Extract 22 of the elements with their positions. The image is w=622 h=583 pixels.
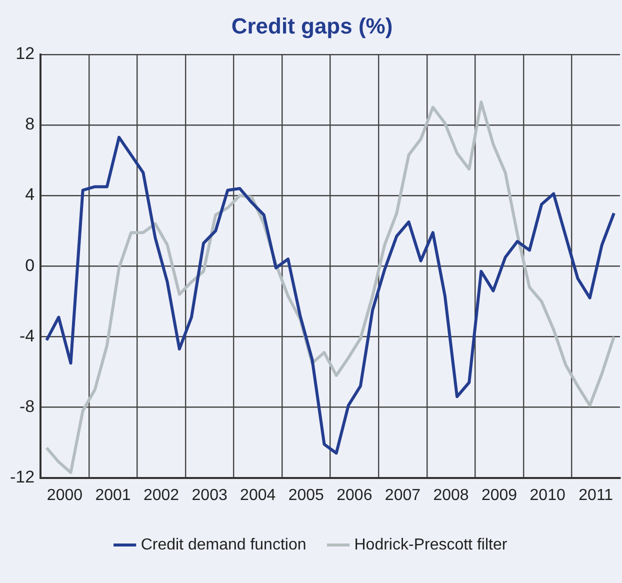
x-tick-label: 2010 <box>530 486 566 504</box>
x-tick-label: 2000 <box>46 486 83 504</box>
x-tick-label: 2005 <box>288 486 324 504</box>
legend-label: Hodrick-Prescott filter <box>354 536 508 554</box>
legend-label: Credit demand function <box>140 536 306 554</box>
x-tick-label: 2006 <box>336 486 372 504</box>
x-tick-label: 2004 <box>240 486 276 504</box>
y-tick-label: 12 <box>16 44 35 64</box>
y-tick-label: -12 <box>10 467 35 486</box>
x-tick-label: 2003 <box>192 486 228 504</box>
x-tick-label: 2009 <box>481 486 518 504</box>
x-tick-label: 2008 <box>433 486 469 504</box>
y-tick-label: -8 <box>19 396 35 416</box>
y-tick-label: -4 <box>19 326 35 346</box>
x-tick-label: 2011 <box>578 486 614 504</box>
x-tick-label: 2002 <box>143 486 180 504</box>
y-tick-label: 8 <box>25 114 35 134</box>
y-tick-label: 0 <box>25 256 35 275</box>
x-tick-label: 2007 <box>384 486 421 504</box>
chart-title: Credit gaps (%) <box>231 13 393 38</box>
x-tick-label: 2001 <box>95 486 131 504</box>
y-tick-label: 4 <box>25 185 35 204</box>
